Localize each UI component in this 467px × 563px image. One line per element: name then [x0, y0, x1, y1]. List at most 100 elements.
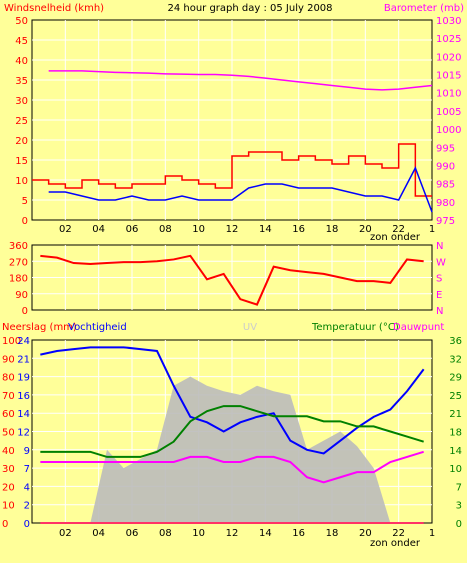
wind-tick-label: 30	[15, 96, 28, 107]
panel-humidity-temp-left-ticks: 0 10 20 30 40 50 60 70 80 90 100	[2, 336, 21, 530]
baro-tick-label: 985	[436, 180, 455, 191]
x-tick-label: 16	[292, 528, 305, 539]
x-tick-label: 18	[326, 224, 339, 235]
sunset-label-2: zon onder	[370, 538, 421, 549]
temperature-tick-label: 3	[456, 501, 462, 512]
humidity-tick-label: 30	[2, 464, 15, 475]
wind-tick-label: 45	[15, 36, 28, 47]
x-tick-label: 20	[359, 224, 372, 235]
x-tick-label: 04	[92, 528, 105, 539]
rain-tick-label: 24	[17, 336, 30, 347]
temperature-tick-label: 32	[449, 354, 462, 365]
rain-tick-label: 21	[17, 354, 30, 365]
series-line-0	[40, 254, 424, 306]
baro-tick-label: 1005	[436, 107, 461, 118]
x-tick-label: 18	[326, 528, 339, 539]
wind-tick-label: 15	[15, 156, 28, 167]
x-tick-label: 1	[429, 224, 435, 235]
panel-wind-direction-series	[40, 254, 424, 306]
dewpoint-axis-label: Dauwpunt	[393, 322, 444, 333]
temperature-tick-label: 25	[449, 391, 462, 402]
x-tick-label: 20	[359, 528, 372, 539]
rain-tick-label: 14	[17, 409, 30, 420]
rain-tick-label: 2	[24, 501, 30, 512]
wind-tick-label: 50	[15, 16, 28, 27]
wind-tick-label: 35	[15, 76, 28, 87]
direction-tick-label: 90	[15, 290, 28, 301]
series-line-1	[40, 405, 424, 458]
series-line-2	[48, 70, 433, 91]
humidity-tick-label: 70	[2, 391, 15, 402]
panel-wind-baro-right-ticks: 975 980 985 990 995 1000 1005 1010 1015 1020 1025 1…	[436, 16, 461, 227]
humidity-tick-label: 20	[2, 482, 15, 493]
x-tick-label: 04	[92, 224, 105, 235]
humidity-tick-label: 50	[2, 428, 15, 439]
rain-tick-label: 7	[24, 464, 30, 475]
x-tick-label: 10	[192, 224, 205, 235]
baro-tick-label: 975	[436, 216, 455, 227]
series-area-3	[32, 376, 432, 523]
rain-tick-label: 12	[17, 428, 30, 439]
x-tick-label: 22	[392, 528, 405, 539]
panel-humidity-temp-series	[32, 346, 432, 524]
rain-tick-label: 16	[17, 391, 30, 402]
humidity-tick-label: 80	[2, 373, 15, 384]
humidity-tick-label: 90	[2, 354, 15, 365]
compass-tick-label: N	[436, 241, 443, 252]
x-tick-label: 12	[226, 528, 239, 539]
barometer-axis-label: Barometer (mb)	[384, 3, 464, 14]
wind-tick-label: 10	[15, 176, 28, 187]
humidity-axis-label: Vochtigheid	[68, 322, 127, 333]
panel-wind-direction-left-ticks: 0 90 180 270 360	[9, 241, 28, 317]
humidity-tick-label: 0	[2, 519, 8, 530]
rain-axis-label: Neerslag (mm)	[2, 322, 77, 333]
temperature-tick-label: 18	[449, 428, 462, 439]
x-tick-label: 02	[59, 224, 72, 235]
x-tick-label: 16	[292, 224, 305, 235]
direction-tick-label: 270	[9, 257, 28, 268]
panel-humidity-temp-x-ticks: 02 04 06 08 10 12 14 16 18 20 22 1	[59, 528, 435, 539]
baro-tick-label: 1020	[436, 52, 461, 63]
rain-tick-label: 19	[17, 373, 30, 384]
compass-tick-label: N	[436, 306, 443, 317]
x-tick-label: 06	[126, 528, 139, 539]
rain-tick-label: 9	[24, 446, 30, 457]
temperature-tick-label: 36	[449, 336, 462, 347]
x-tick-label: 06	[126, 224, 139, 235]
x-tick-label: 10	[192, 528, 205, 539]
x-tick-label: 08	[159, 224, 172, 235]
x-tick-label: 02	[59, 528, 72, 539]
humidity-tick-label: 100	[2, 336, 21, 347]
panel-wind-baro-x-ticks: 02 04 06 08 10 12 14 16 18 20 22 1	[59, 224, 435, 235]
direction-tick-label: 360	[9, 241, 28, 252]
panel-humidity-temp-right-ticks: 0 3 7 10 14 18 21 25 29 32 36	[449, 336, 462, 530]
temperature-tick-label: 29	[449, 373, 462, 384]
temperature-tick-label: 7	[456, 482, 462, 493]
temperature-axis-label: Temperatuur (°C)	[311, 322, 399, 333]
wind-tick-label: 5	[22, 196, 28, 207]
panel-wind-baro-grid	[32, 20, 432, 220]
wind-tick-label: 40	[15, 56, 28, 67]
x-tick-label: 08	[159, 528, 172, 539]
wind-speed-axis-label: Windsnelheid (kmh)	[4, 3, 104, 14]
uv-axis-label: UV	[243, 322, 257, 333]
rain-tick-label: 0	[24, 519, 30, 530]
panel-wind-baro-series	[32, 70, 433, 213]
x-tick-label: 14	[259, 224, 272, 235]
page-title: 24 hour graph day : 05 July 2008	[167, 3, 332, 14]
rain-tick-label: 4	[24, 482, 30, 493]
temperature-tick-label: 0	[456, 519, 462, 530]
humidity-tick-label: 40	[2, 446, 15, 457]
baro-tick-label: 1010	[436, 89, 461, 100]
series-line-1	[48, 166, 433, 213]
x-tick-label: 22	[392, 224, 405, 235]
baro-tick-label: 1030	[436, 16, 461, 27]
panel-wind-baro-left-ticks: 0 5 10 15 20 25 30 35 40 45 50	[15, 16, 28, 227]
panel-wind-direction-grid	[32, 245, 432, 310]
baro-tick-label: 1025	[436, 34, 461, 45]
baro-tick-label: 995	[436, 143, 455, 154]
